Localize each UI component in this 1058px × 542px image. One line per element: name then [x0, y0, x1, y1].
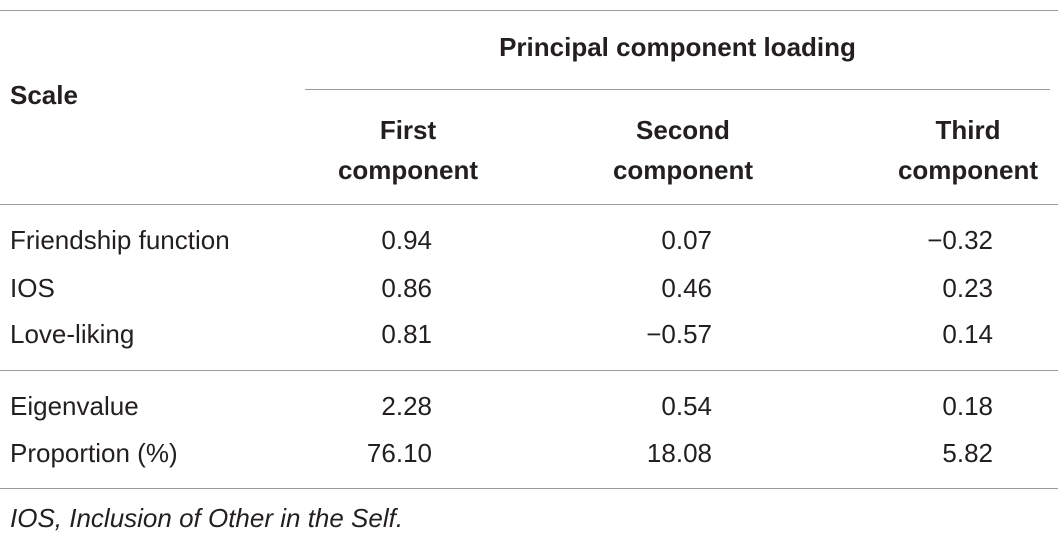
column-header: Second — [636, 115, 730, 145]
cell: 0.81 — [381, 319, 432, 349]
column-header: component — [897, 155, 1039, 185]
scale-header: Scale — [10, 80, 78, 110]
column-header: component — [337, 155, 479, 185]
cell: 0.94 — [381, 225, 432, 255]
cell: 0.46 — [661, 273, 712, 303]
cell: 0.18 — [942, 391, 993, 421]
rule — [0, 488, 1058, 489]
row-label: IOS — [10, 273, 55, 303]
row-label: Friendship function — [10, 225, 230, 255]
column-header: First — [379, 115, 437, 145]
footnote: IOS, Inclusion of Other in the Self. — [10, 503, 404, 533]
cell: 0.14 — [942, 319, 993, 349]
rule — [0, 370, 1058, 371]
cell: 0.07 — [661, 225, 712, 255]
column-header: Third — [935, 115, 1001, 145]
cell: −0.32 — [927, 225, 993, 255]
column-header: component — [612, 155, 754, 185]
cell: 0.23 — [942, 273, 993, 303]
row-label: Love-liking — [10, 319, 135, 349]
cell: 0.86 — [381, 273, 432, 303]
rule — [305, 89, 1050, 90]
cell: −0.57 — [646, 319, 712, 349]
cell: 5.82 — [942, 438, 993, 468]
rule — [0, 10, 1058, 11]
row-label: Proportion (%) — [10, 438, 178, 468]
rule — [0, 204, 1058, 205]
cell: 18.08 — [646, 438, 712, 468]
row-label: Eigenvalue — [10, 391, 139, 421]
cell: 0.54 — [661, 391, 712, 421]
cell: 76.10 — [366, 438, 432, 468]
group-header: Principal component loading — [499, 32, 856, 62]
cell: 2.28 — [381, 391, 432, 421]
